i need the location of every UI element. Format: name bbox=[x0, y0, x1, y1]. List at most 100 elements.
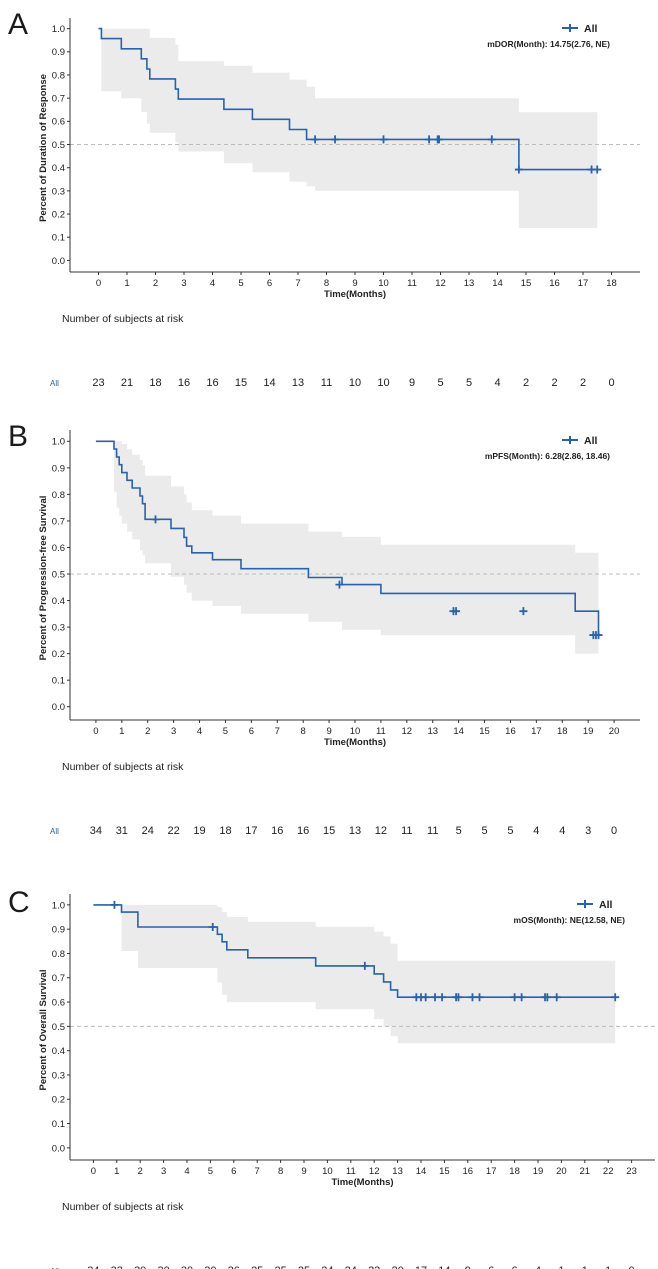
risk-count: 1 bbox=[605, 1265, 611, 1269]
survival-curve bbox=[93, 904, 616, 998]
x-tick-label: 7 bbox=[275, 726, 280, 737]
censor-mark bbox=[594, 631, 603, 640]
x-tick-label: 13 bbox=[464, 278, 475, 289]
risk-count: 25 bbox=[274, 1265, 286, 1269]
censor-mark bbox=[311, 135, 320, 144]
y-tick-label: 0.3 bbox=[52, 1070, 65, 1081]
x-tick-label: 19 bbox=[533, 1166, 544, 1177]
y-tick-label: 0.1 bbox=[52, 233, 65, 244]
x-tick-label: 15 bbox=[439, 1166, 450, 1177]
x-tick-label: 17 bbox=[531, 726, 542, 737]
risk-count: 26 bbox=[228, 1265, 240, 1269]
risk-table-title: Number of subjects at risk bbox=[62, 761, 184, 773]
risk-count: 12 bbox=[375, 825, 387, 837]
censor-mark bbox=[110, 900, 119, 909]
risk-count: 5 bbox=[507, 825, 513, 837]
survival-curve bbox=[95, 440, 600, 636]
risk-count: 9 bbox=[465, 1265, 471, 1269]
y-tick-label: 0.0 bbox=[52, 702, 65, 713]
km-panel: B0.00.10.20.30.40.50.60.70.80.91.00 1 2 3 4 5… bbox=[8, 420, 640, 837]
km-panel: A0.00.10.20.30.40.50.60.70.80.91.00 1 2 3 4 5… bbox=[8, 8, 640, 389]
x-tick-label: 20 bbox=[609, 726, 620, 737]
censor-mark bbox=[514, 165, 523, 174]
y-tick-label: 0.4 bbox=[52, 596, 65, 607]
censor-mark bbox=[611, 993, 620, 1002]
censor-mark bbox=[360, 961, 369, 970]
risk-count: 16 bbox=[297, 825, 309, 837]
x-tick-label: 15 bbox=[479, 726, 490, 737]
median-annotation: mDOR(Month): 14.75(2.76, NE) bbox=[487, 39, 610, 49]
risk-table-title: Number of subjects at risk bbox=[62, 313, 184, 325]
x-tick-label: 14 bbox=[416, 1166, 427, 1177]
x-tick-label: 18 bbox=[509, 1166, 520, 1177]
risk-count: 5 bbox=[466, 377, 472, 389]
x-tick-label: 15 bbox=[521, 278, 532, 289]
y-tick-label: 0.9 bbox=[52, 463, 65, 474]
x-tick-label: 13 bbox=[392, 1166, 403, 1177]
y-tick-label: 0.8 bbox=[52, 70, 65, 81]
censor-mark bbox=[452, 607, 461, 616]
risk-count: 21 bbox=[121, 377, 133, 389]
y-tick-label: 0.6 bbox=[52, 543, 65, 554]
x-tick-label: 3 bbox=[181, 278, 186, 289]
risk-count: 0 bbox=[629, 1265, 635, 1269]
x-tick-label: 8 bbox=[301, 726, 306, 737]
censor-mark bbox=[454, 993, 463, 1002]
censor-mark bbox=[510, 993, 519, 1002]
x-tick-label: 0 bbox=[91, 1166, 96, 1177]
x-tick-label: 18 bbox=[606, 278, 617, 289]
risk-count: 15 bbox=[323, 825, 335, 837]
x-tick-label: 3 bbox=[161, 1166, 166, 1177]
risk-count: 23 bbox=[368, 1265, 380, 1269]
y-tick-label: 0.5 bbox=[52, 140, 65, 151]
risk-count: 4 bbox=[559, 825, 565, 837]
risk-count: 0 bbox=[611, 825, 617, 837]
y-tick-label: 0.6 bbox=[52, 117, 65, 128]
censor-mark bbox=[435, 135, 444, 144]
x-tick-label: 16 bbox=[549, 278, 560, 289]
risk-count: 13 bbox=[349, 825, 361, 837]
risk-count: 1 bbox=[582, 1265, 588, 1269]
risk-count: 20 bbox=[391, 1265, 403, 1269]
censor-mark bbox=[331, 135, 340, 144]
risk-count: 2 bbox=[580, 377, 586, 389]
x-tick-label: 21 bbox=[580, 1166, 591, 1177]
x-tick-label: 14 bbox=[492, 278, 503, 289]
x-tick-label: 12 bbox=[435, 278, 446, 289]
censor-mark bbox=[208, 922, 217, 931]
risk-count: 19 bbox=[193, 825, 205, 837]
censor-mark bbox=[552, 993, 561, 1002]
risk-count: 2 bbox=[551, 377, 557, 389]
y-axis-title: Percent of Duration of Response bbox=[38, 74, 49, 222]
risk-count: 6 bbox=[512, 1265, 518, 1269]
y-tick-label: 1.0 bbox=[52, 437, 65, 448]
y-tick-label: 0.2 bbox=[52, 649, 65, 660]
censor-mark bbox=[593, 165, 602, 174]
km-panel: C0.00.10.20.30.40.50.60.70.80.91.00 1 2 3 4 5… bbox=[8, 886, 655, 1269]
y-tick-label: 0.7 bbox=[52, 973, 65, 984]
risk-count: 25 bbox=[298, 1265, 310, 1269]
x-tick-label: 5 bbox=[208, 1166, 213, 1177]
confidence-band bbox=[121, 904, 616, 1044]
risk-count: 22 bbox=[168, 825, 180, 837]
y-tick-label: 0.1 bbox=[52, 676, 65, 687]
x-tick-label: 23 bbox=[626, 1166, 637, 1177]
risk-count: 18 bbox=[219, 825, 231, 837]
risk-count: 23 bbox=[92, 377, 104, 389]
censor-mark bbox=[421, 993, 430, 1002]
median-annotation: mOS(Month): NE(12.58, NE) bbox=[514, 915, 626, 925]
x-tick-label: 4 bbox=[210, 278, 215, 289]
risk-count: 11 bbox=[321, 377, 332, 389]
legend-label: All bbox=[599, 899, 613, 911]
legend-label: All bbox=[584, 23, 598, 35]
risk-count: 6 bbox=[488, 1265, 494, 1269]
x-tick-label: 5 bbox=[223, 726, 228, 737]
x-tick-label: 10 bbox=[322, 1166, 333, 1177]
y-tick-label: 0.9 bbox=[52, 925, 65, 936]
median-annotation: mPFS(Month): 6.28(2.86, 18.46) bbox=[485, 451, 610, 461]
y-tick-label: 0.1 bbox=[52, 1119, 65, 1130]
y-tick-label: 0.4 bbox=[52, 1046, 65, 1057]
risk-count: 25 bbox=[251, 1265, 263, 1269]
risk-count: 11 bbox=[401, 825, 412, 837]
y-tick-label: 0.8 bbox=[52, 490, 65, 501]
